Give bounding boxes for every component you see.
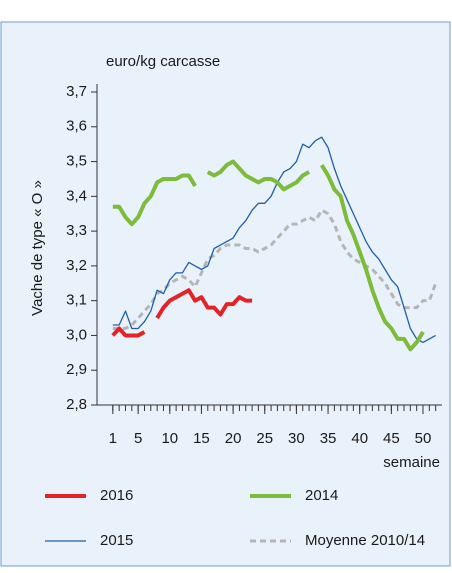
y-tick-label: 3,2: [66, 257, 87, 274]
y-tick-label: 3,1: [66, 292, 87, 309]
y-tick-label: 3,7: [66, 83, 87, 100]
y-axis-label: Vache de type « O »: [29, 180, 46, 316]
legend-label: 2015: [100, 532, 133, 549]
x-tick-label: 30: [288, 430, 305, 447]
x-tick-label: 40: [351, 430, 368, 447]
y-tick-label: 3,5: [66, 153, 87, 170]
y-tick-label: 2,8: [66, 396, 87, 413]
legend-label: 2014: [305, 487, 338, 504]
x-tick-label: 25: [256, 430, 273, 447]
y-tick-label: 2,9: [66, 361, 87, 378]
x-tick-label: 50: [415, 430, 432, 447]
legend-label: 2016: [100, 487, 133, 504]
legend-label: Moyenne 2010/14: [305, 532, 425, 549]
x-tick-label: 35: [320, 430, 337, 447]
x-tick-label: 15: [193, 430, 210, 447]
x-tick-label: 5: [134, 430, 142, 447]
y-tick-label: 3,3: [66, 222, 87, 239]
unit-label: euro/kg carcasse: [106, 53, 220, 70]
x-tick-label: 45: [383, 430, 400, 447]
x-tick-label: 20: [225, 430, 242, 447]
x-tick-label: 1: [109, 430, 117, 447]
y-tick-label: 3,4: [66, 187, 87, 204]
y-tick-label: 3,0: [66, 326, 87, 343]
y-tick-label: 3,6: [66, 118, 87, 135]
x-axis-label: semaine: [383, 454, 440, 471]
x-tick-label: 10: [161, 430, 178, 447]
